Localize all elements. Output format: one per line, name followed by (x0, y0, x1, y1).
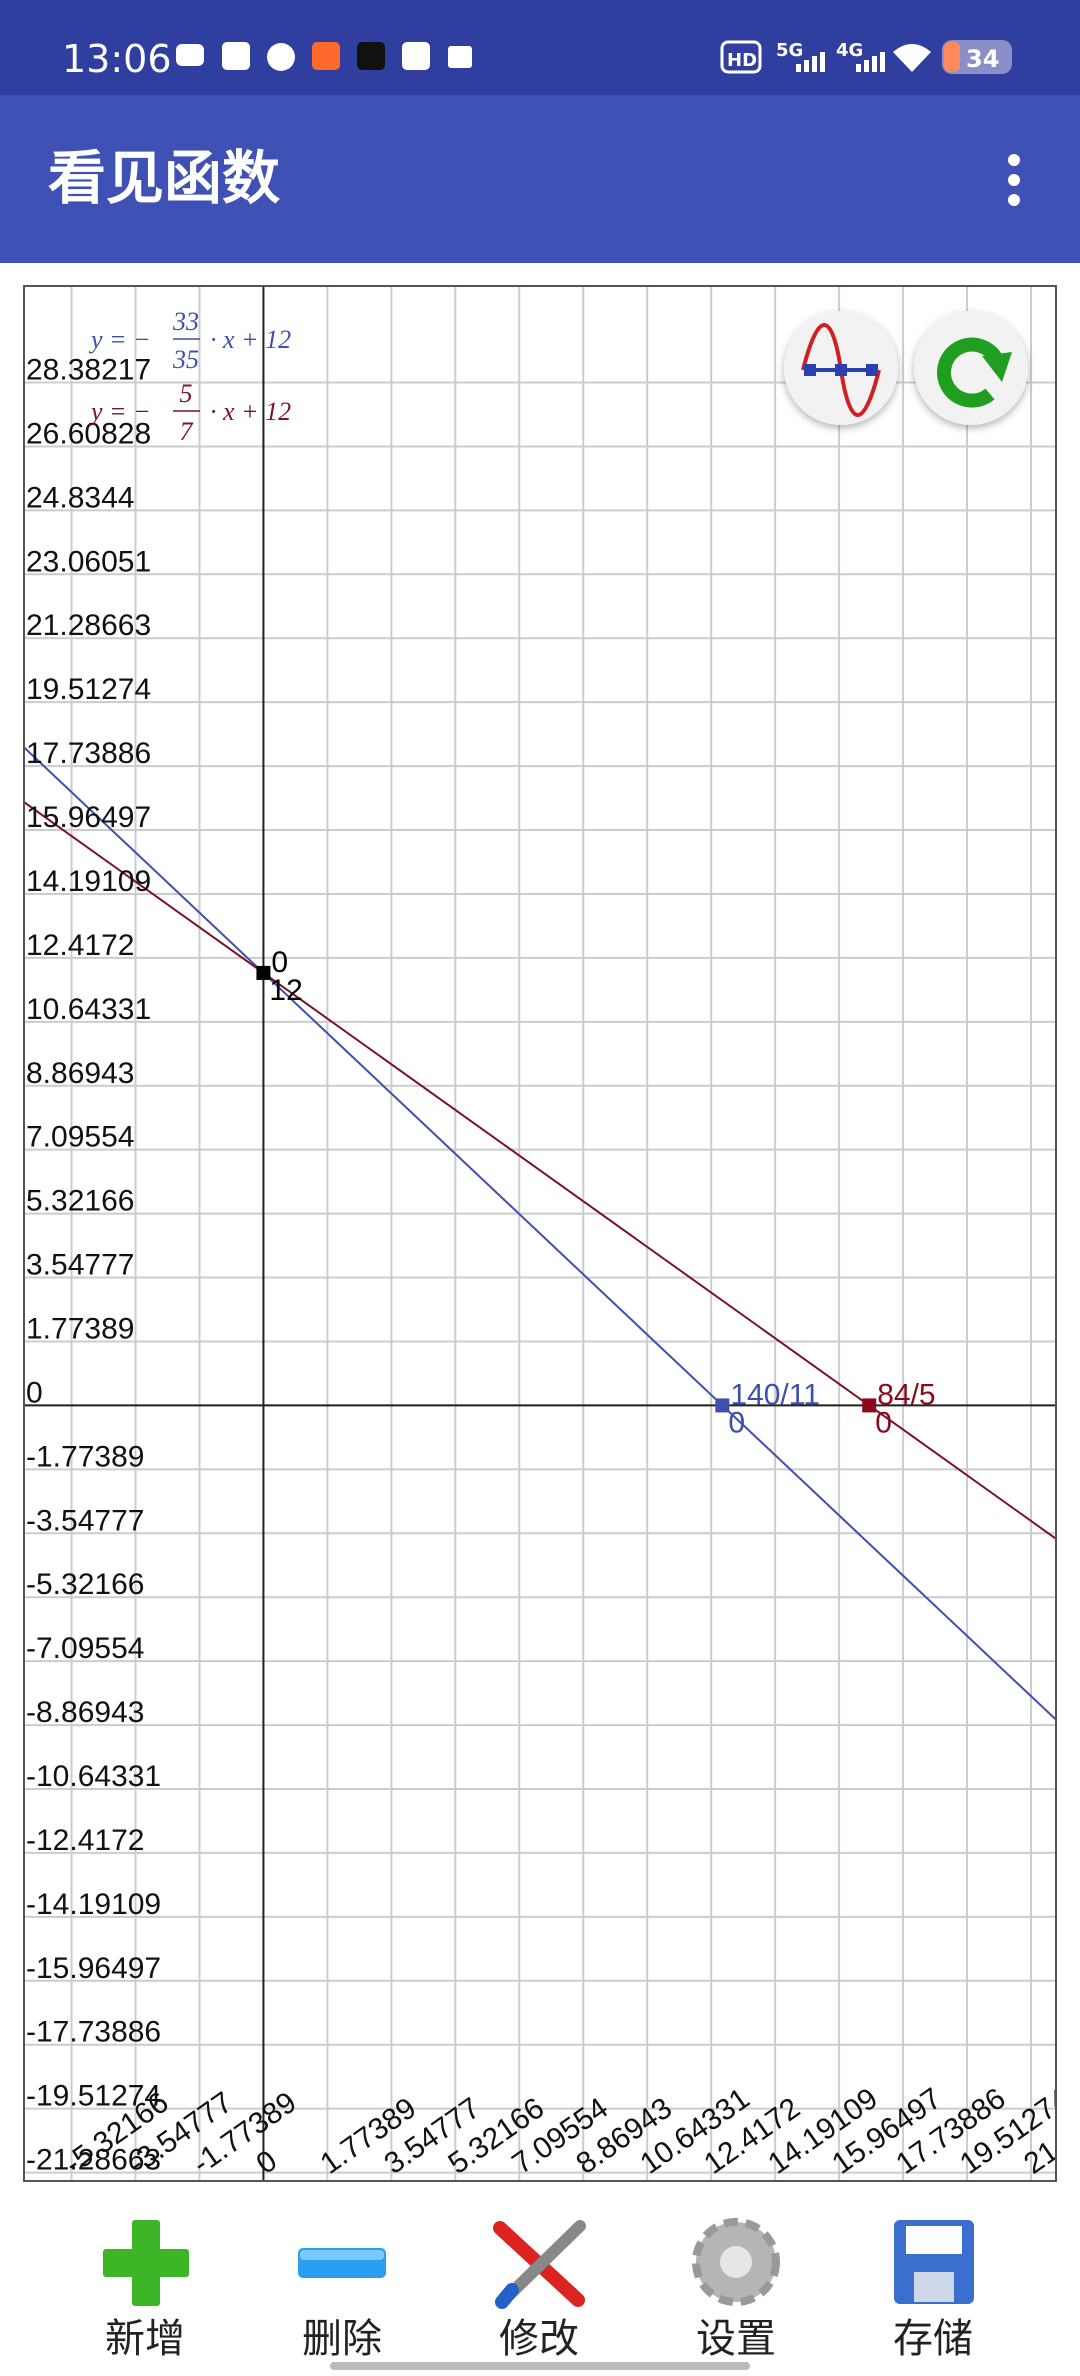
nav-label[interactable]: 存储 (893, 2316, 973, 2362)
hd-badge (720, 40, 762, 74)
y-tick-label: 23.06051 (26, 545, 151, 578)
equation-lhs: y = − (88, 397, 151, 426)
chart: 28.38217 26.60828 24.8344 23.06051 21.28663 1… (23, 285, 1057, 2182)
equation-lhs: y = − (88, 325, 151, 354)
y-tick-label: -17.73886 (26, 2016, 161, 2049)
battery-label: 34 (966, 45, 999, 73)
equation-numerator: 33 (172, 307, 199, 336)
y-tick-label: -14.19109 (26, 1888, 161, 1921)
y-tick-label: 3.54777 (26, 1249, 134, 1282)
curve-icon-dots (804, 364, 878, 376)
nav-label[interactable]: 删除 (302, 2316, 382, 2362)
signal-2 (856, 52, 885, 72)
point-x-label: 84/5 (877, 1378, 935, 1411)
add-icon[interactable] (103, 2220, 189, 2306)
y-tick-label: 1.77389 (26, 1312, 134, 1345)
point-x-label: 140/11 (730, 1378, 820, 1411)
app-bar (0, 95, 1080, 263)
y-tick-label: 7.09554 (26, 1121, 134, 1154)
y-tick-label: -3.54777 (26, 1504, 144, 1537)
equation: y = − 5 7 · x + 12 (88, 379, 291, 446)
status-app-icons (176, 42, 472, 71)
equation-rhs: · x + 12 (210, 397, 291, 426)
function-line (24, 801, 1056, 1540)
delete-icon[interactable] (298, 2248, 386, 2278)
y-tick-label: 12.4172 (26, 929, 134, 962)
app-title: 看见函数 (48, 144, 280, 212)
point-marker (256, 965, 271, 980)
status-time: 13:06 (62, 37, 172, 81)
y-tick-label: 5.32166 (26, 1185, 134, 1218)
y-tick-label: -7.09554 (26, 1632, 144, 1665)
y-tick-label: -12.4172 (26, 1824, 144, 1857)
net-label: 4G (836, 40, 863, 61)
y-tick-label: 19.51274 (26, 673, 151, 706)
equation: y = − 33 35 · x + 12 (88, 307, 291, 374)
y-tick-label: -1.77389 (26, 1440, 144, 1473)
refresh-icon (937, 337, 1004, 408)
equation-denominator: 35 (172, 345, 199, 374)
refresh-button[interactable] (914, 311, 1028, 425)
nav-label[interactable]: 设置 (696, 2316, 776, 2362)
wifi-icon (893, 44, 931, 72)
point-marker (715, 1398, 730, 1413)
plot-lines (24, 746, 1056, 1721)
nav-label[interactable]: 修改 (499, 2316, 579, 2362)
y-tick-label: 15.96497 (26, 801, 151, 834)
point-marker (862, 1398, 877, 1413)
y-tick-label: 21.28663 (26, 609, 151, 642)
y-tick-label: 28.38217 (26, 354, 151, 387)
point-y-label: 12 (269, 974, 302, 1007)
nav-label[interactable]: 新增 (105, 2316, 185, 2362)
y-tick-label: 14.19109 (26, 865, 151, 898)
equation-denominator: 7 (180, 417, 194, 446)
y-tick-label: -19.51274 (26, 2080, 161, 2113)
y-tick-label: -8.86943 (26, 1696, 144, 1729)
overflow-menu[interactable] (1008, 154, 1020, 206)
y-tick-label: 26.60828 (26, 417, 151, 450)
y-tick-label: 8.86943 (26, 1057, 134, 1090)
home-indicator (330, 2362, 750, 2370)
function-line (24, 746, 1056, 1721)
y-tick-label: -15.96497 (26, 1952, 161, 1985)
y-tick-label: 0 (26, 1376, 43, 1409)
y-tick-label: 17.73886 (26, 737, 151, 770)
y-tick-label: 10.64331 (26, 993, 151, 1026)
y-tick-label: -21.28663 (26, 2144, 161, 2177)
edit-icon[interactable] (493, 2220, 586, 2309)
point-y-label: 0 (728, 1406, 745, 1439)
plot-border (23, 285, 1057, 2182)
hd-label: HD (727, 50, 757, 71)
point-x-label: 0 (271, 946, 288, 979)
battery-level (944, 42, 960, 72)
y-tick-label: -5.32166 (26, 1568, 144, 1601)
point-y-label: 0 (875, 1406, 892, 1439)
signal-1 (796, 52, 825, 72)
net-label: 5G (776, 40, 803, 61)
grid (24, 286, 1056, 2181)
plot-labels: 28.38217 26.60828 24.8344 23.06051 21.28663 1… (26, 307, 1056, 2181)
settings-icon[interactable] (692, 2218, 780, 2306)
equation-rhs: · x + 12 (210, 325, 291, 354)
refresh-arrow (982, 352, 1012, 382)
y-tick-label: -10.64331 (26, 1760, 161, 1793)
y-tick-label: 24.8344 (26, 481, 134, 514)
save-icon[interactable] (894, 2220, 974, 2304)
equation-numerator: 5 (180, 379, 193, 408)
